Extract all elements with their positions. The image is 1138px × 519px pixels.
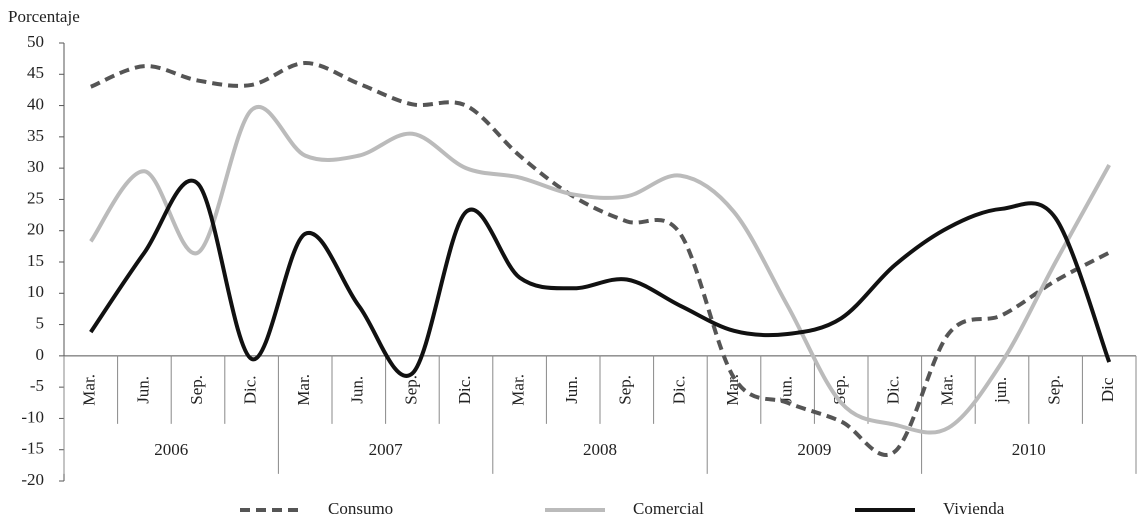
x-tick-label: Dic. — [884, 375, 903, 404]
y-tick-label: 10 — [27, 282, 44, 301]
x-tick-label: Sep. — [401, 375, 420, 405]
y-tick-label: 15 — [27, 251, 44, 270]
x-tick-label: Mar. — [937, 374, 956, 406]
x-tick-label: Dic — [1098, 377, 1117, 402]
series-line — [89, 105, 1111, 435]
legend-label: Consumo — [328, 499, 393, 518]
y-tick-label: -5 — [30, 376, 44, 395]
y-tick-label: 45 — [27, 63, 44, 82]
x-tick-label: Jun. — [562, 376, 581, 404]
x-tick-label: Sep. — [187, 375, 206, 405]
y-tick-label: 20 — [27, 220, 44, 239]
x-tick-label: Dic. — [455, 375, 474, 404]
x-tick-label: Jun. — [777, 376, 796, 404]
y-tick-label: -10 — [21, 407, 44, 426]
x-tick-label: Mar. — [509, 374, 528, 406]
year-label: 2007 — [369, 440, 404, 459]
y-tick-label: 35 — [27, 126, 44, 145]
y-tick-label: -20 — [21, 470, 44, 489]
x-tick-label: jun. — [991, 377, 1010, 404]
y-tick-label: 30 — [27, 157, 44, 176]
x-tick-label: Jun. — [348, 376, 367, 404]
y-tick-label: 40 — [27, 94, 44, 113]
x-tick-label: Dic. — [241, 375, 260, 404]
y-tick-label: -15 — [21, 439, 44, 458]
x-tick-label: Sep. — [616, 375, 635, 405]
x-tick-label: Sep. — [1045, 375, 1064, 405]
x-tick-label: Mar. — [80, 374, 99, 406]
x-tick-label: Jun. — [133, 376, 152, 404]
year-label: 2010 — [1012, 440, 1046, 459]
y-tick-label: 5 — [36, 313, 45, 332]
series-line — [89, 178, 1112, 378]
y-tick-label: 25 — [27, 188, 44, 207]
y-tick-label: 50 — [27, 32, 44, 51]
legend-label: Comercial — [633, 499, 704, 518]
x-tick-label: Mar. — [723, 374, 742, 406]
y-axis-label: Porcentaje — [8, 7, 80, 26]
x-tick-label: Dic. — [669, 375, 688, 404]
year-label: 2009 — [797, 440, 831, 459]
year-label: 2006 — [154, 440, 188, 459]
year-label: 2008 — [583, 440, 617, 459]
legend-label: Vivienda — [943, 499, 1005, 518]
series-line — [90, 61, 1111, 457]
x-tick-label: Mar. — [294, 374, 313, 406]
y-tick-label: 0 — [36, 345, 45, 364]
